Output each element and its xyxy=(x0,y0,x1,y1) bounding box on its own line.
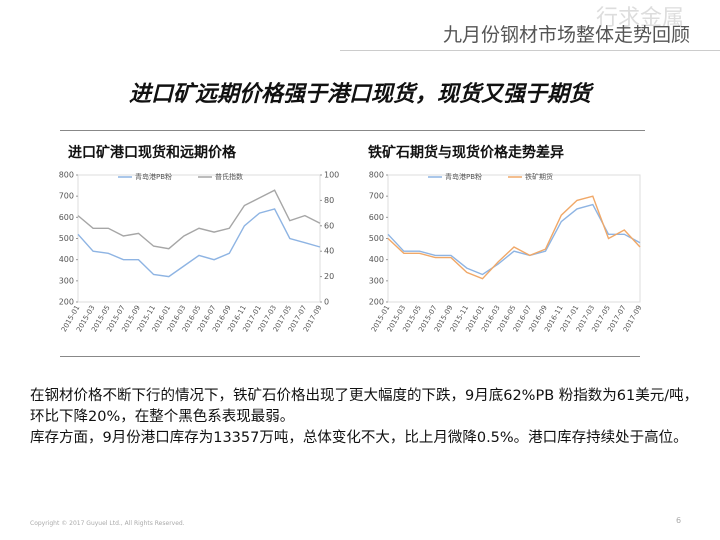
legend-label: 青岛港PB粉 xyxy=(135,172,172,181)
y-tick-label: 300 xyxy=(59,276,74,285)
y-tick-label: 200 xyxy=(369,298,384,307)
y2-tick-label: 80 xyxy=(324,196,334,205)
y-tick-label: 600 xyxy=(59,213,74,222)
y-tick-label: 800 xyxy=(369,171,384,180)
rule xyxy=(60,130,645,131)
y2-tick-label: 100 xyxy=(324,171,339,180)
legend-label: 青岛港PB粉 xyxy=(445,172,482,181)
y-tick-label: 800 xyxy=(59,171,74,180)
y-tick-label: 400 xyxy=(369,255,384,264)
paragraph: 库存方面，9月份港口库存为13357万吨，总体变化不大，比上月微降0.5%。港口… xyxy=(30,430,688,446)
y2-tick-label: 0 xyxy=(324,298,329,307)
body-text: 在钢材价格不断下行的情况下，铁矿石价格出现了更大幅度的下跌，9月底62%PB 粉… xyxy=(30,386,700,449)
y2-tick-label: 40 xyxy=(324,247,334,256)
y-tick-label: 700 xyxy=(369,192,384,201)
plot-area xyxy=(387,174,641,303)
watermark: 行求金属 xyxy=(596,6,685,31)
header-rule xyxy=(340,50,720,51)
page-number: 6 xyxy=(676,516,682,525)
y-tick-label: 200 xyxy=(59,298,74,307)
chart-title: 进口矿港口现货和远期价格 xyxy=(68,144,237,161)
chart-title: 铁矿石期货与现货价格走势差异 xyxy=(368,144,564,161)
rule xyxy=(60,356,640,357)
legend-label: 普氏指数 xyxy=(215,172,243,181)
y2-tick-label: 60 xyxy=(324,221,334,230)
header-title: 九月份钢材市场整体走势回顾 xyxy=(442,24,690,46)
y-tick-label: 300 xyxy=(369,276,384,285)
y-tick-label: 600 xyxy=(369,213,384,222)
paragraph: 在钢材价格不断下行的情况下，铁矿石价格出现了更大幅度的下跌，9月底62%PB 粉… xyxy=(30,388,699,425)
y-tick-label: 400 xyxy=(59,255,74,264)
line-series xyxy=(387,203,641,276)
y2-tick-label: 20 xyxy=(324,272,334,281)
y-tick-label: 700 xyxy=(59,192,74,201)
line-series xyxy=(77,189,321,250)
y-tick-label: 500 xyxy=(369,234,384,243)
headline: 进口矿远期价格强于港口现货，现货又强于期货 xyxy=(128,82,591,107)
legend-label: 铁矿期货 xyxy=(525,172,553,181)
y-tick-label: 500 xyxy=(59,234,74,243)
plot-area xyxy=(77,174,321,303)
line-series xyxy=(77,208,321,278)
copyright: Copyright © 2017 Guyuel Ltd., All Rights… xyxy=(30,520,185,527)
line-series xyxy=(387,195,641,280)
